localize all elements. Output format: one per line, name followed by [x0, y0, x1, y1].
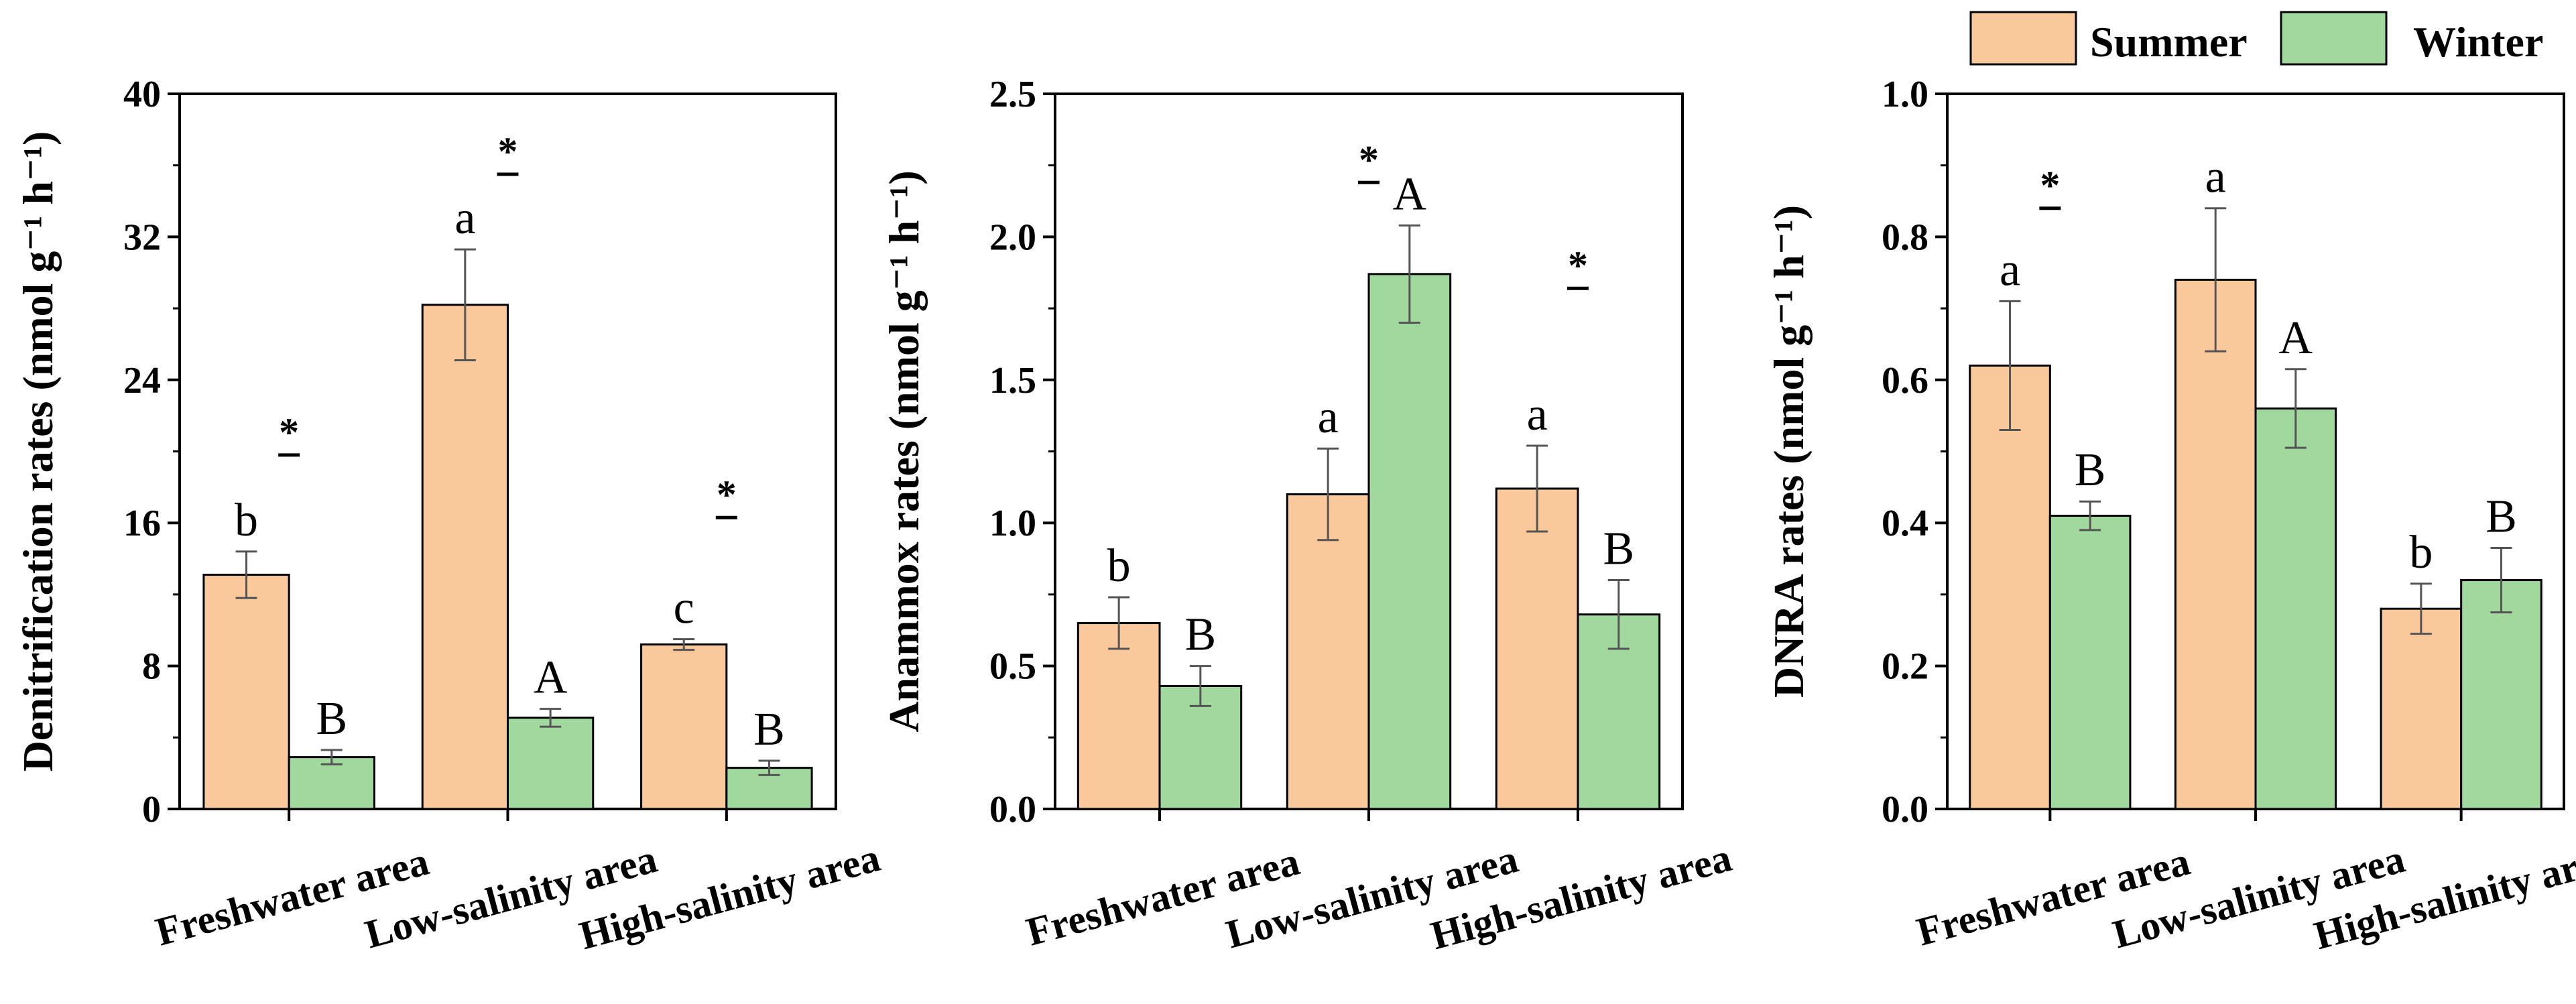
bar-winter — [507, 716, 595, 810]
y-tick-label: 24 — [123, 360, 161, 401]
y-axis-label: DNRA rates (nmol g⁻¹ h⁻¹) — [1765, 205, 1813, 698]
significance-letter: a — [2205, 151, 2226, 203]
bar-summer — [2174, 278, 2257, 810]
significance-letter: a — [2000, 244, 2020, 296]
significance-letter: a — [1318, 391, 1339, 443]
significance-letter: a — [454, 192, 475, 244]
significance-letter: b — [235, 495, 258, 546]
significance-letter: a — [1527, 389, 1548, 440]
bar-winter — [1367, 273, 1452, 810]
significance-letter: b — [2409, 527, 2433, 578]
panel-dnra: 0.0 0.2 0.4 0.6 0.8 1.0 DNRA rates (nmol g⁻¹ h… — [1765, 74, 2576, 958]
y-tick-label: 0 — [142, 789, 161, 830]
significance-letter: b — [1107, 540, 1131, 592]
significance-letter: A — [2279, 312, 2313, 364]
y-tick-label: 0.6 — [1882, 360, 1928, 401]
significance-star: * — [1568, 243, 1588, 288]
significance-letter: A — [1393, 168, 1427, 220]
legend-swatch-summer — [1969, 11, 2077, 66]
significance-star: * — [717, 473, 737, 517]
y-tick-label: 16 — [123, 503, 161, 544]
bar-winter — [2048, 515, 2132, 810]
legend: Summer Winter — [1969, 11, 2543, 66]
y-tick-label: 40 — [123, 74, 161, 115]
bar-winter — [2254, 407, 2337, 810]
y-tick-label: 0.0 — [1882, 789, 1928, 830]
y-tick-label: 0.4 — [1882, 503, 1928, 544]
significance-letter: B — [2075, 444, 2106, 496]
significance-star: * — [498, 129, 518, 174]
bar-summer — [202, 574, 290, 810]
bar-winter — [2460, 579, 2542, 810]
significance-star: * — [279, 410, 299, 454]
y-tick-label: 0.2 — [1882, 646, 1928, 688]
y-axis-label: Denitrification rates (nmol g⁻¹ h⁻¹) — [14, 131, 62, 772]
bar-summer — [640, 643, 728, 810]
bar-summer — [1969, 364, 2051, 810]
significance-letter: B — [2486, 491, 2517, 543]
legend-label-winter: Winter — [2413, 18, 2543, 66]
y-tick-label: 32 — [123, 216, 161, 258]
significance-letter: B — [316, 693, 347, 745]
bar-summer — [421, 304, 509, 810]
y-tick-label: 2.0 — [989, 216, 1036, 258]
legend-label-summer: Summer — [2090, 18, 2248, 66]
y-tick-label: 0.0 — [989, 789, 1036, 830]
y-axis-label: Anammox rates (nmol g⁻¹ h⁻¹) — [880, 170, 928, 732]
y-tick-label: 2.5 — [989, 74, 1036, 115]
y-tick-label: 0.8 — [1882, 216, 1928, 258]
bar-summer — [1077, 622, 1161, 810]
bar-summer — [1286, 493, 1370, 810]
legend-swatch-winter — [2280, 11, 2388, 66]
significance-star: * — [2040, 164, 2060, 208]
y-tick-label: 1.0 — [1882, 74, 1928, 115]
significance-letter: B — [1603, 523, 1634, 575]
bar-summer — [2380, 607, 2463, 810]
y-tick-label: 0.5 — [989, 646, 1036, 688]
y-tick-label: 8 — [142, 646, 161, 688]
bar-summer — [1495, 487, 1579, 810]
y-tick-label: 1.0 — [989, 503, 1036, 544]
significance-letter: B — [753, 704, 785, 755]
significance-letter: A — [534, 652, 568, 704]
significance-letter: B — [1184, 609, 1216, 661]
significance-letter: c — [674, 582, 694, 634]
y-tick-label: 1.5 — [989, 360, 1036, 401]
panel-anammox: 0.0 0.5 1.0 1.5 2.0 2.5 Anammox rates (nmol g⁻… — [880, 74, 1736, 958]
significance-star: * — [1359, 137, 1379, 182]
panel-denitrification: 0 8 16 24 32 40 Denitrification rates (nmol g⁻… — [14, 74, 885, 958]
